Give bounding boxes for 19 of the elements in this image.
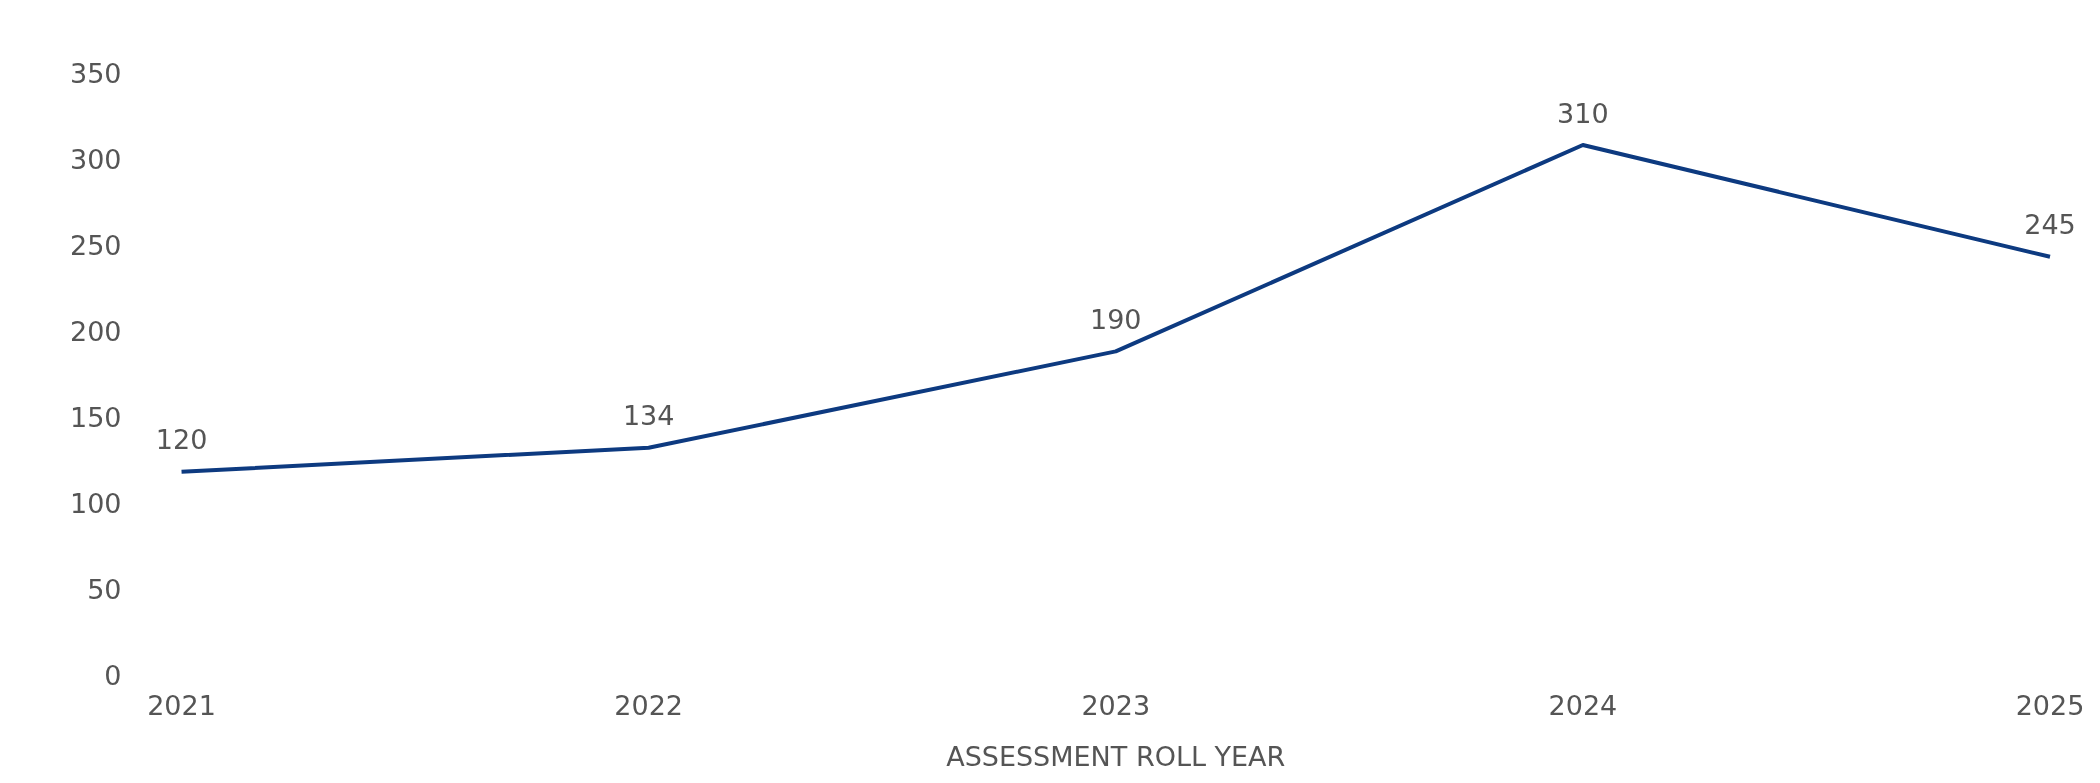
y-tick-label: 50 — [87, 574, 122, 606]
y-tick-label: 200 — [69, 316, 122, 348]
data-label: 190 — [1089, 303, 1142, 335]
y-tick-label: 250 — [69, 230, 122, 262]
data-label: 310 — [1557, 97, 1609, 129]
y-tick-label: 150 — [69, 402, 122, 434]
y-tick-label: 100 — [69, 488, 122, 520]
data-label: 134 — [622, 400, 675, 432]
x-axis-title: ASSESSMENT ROLL YEAR — [946, 740, 1286, 772]
y-tick-label: 300 — [69, 144, 122, 176]
y-tick-label: 350 — [69, 58, 122, 90]
data-label: 120 — [155, 424, 208, 456]
x-tick-label: 2024 — [1548, 690, 1618, 722]
x-tick-label: 2023 — [1081, 690, 1151, 722]
data-label: 245 — [2024, 209, 2076, 241]
y-tick-label: 0 — [104, 660, 122, 692]
x-tick-label: 2021 — [147, 690, 216, 722]
x-tick-label: 2025 — [2015, 690, 2085, 722]
x-tick-label: 2022 — [614, 690, 684, 722]
